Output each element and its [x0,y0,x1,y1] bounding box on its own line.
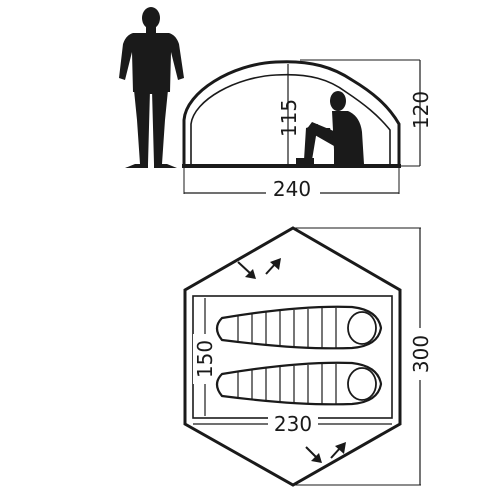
outer-length-label: 300 [409,335,433,373]
sleeping-bag-icon [215,305,383,350]
entrance-arrows-icon [305,442,346,463]
tent-outer-footprint [183,226,402,487]
top-view: 300 150 230 [183,226,433,487]
inner-width-label: 150 [193,340,217,378]
sleeping-bag-icon [215,361,383,406]
standing-person-icon [119,7,184,168]
inner-height-label: 115 [277,99,301,137]
sitting-person-icon [296,91,364,165]
length-label: 240 [273,177,311,201]
tent-inner-profile [190,73,391,164]
outer-height-label: 120 [409,91,433,129]
inner-length-label: 230 [274,412,312,436]
tent-outer-profile [182,60,401,166]
entrance-arrows-icon [237,258,281,279]
side-view: 115 120 240 [119,7,433,201]
